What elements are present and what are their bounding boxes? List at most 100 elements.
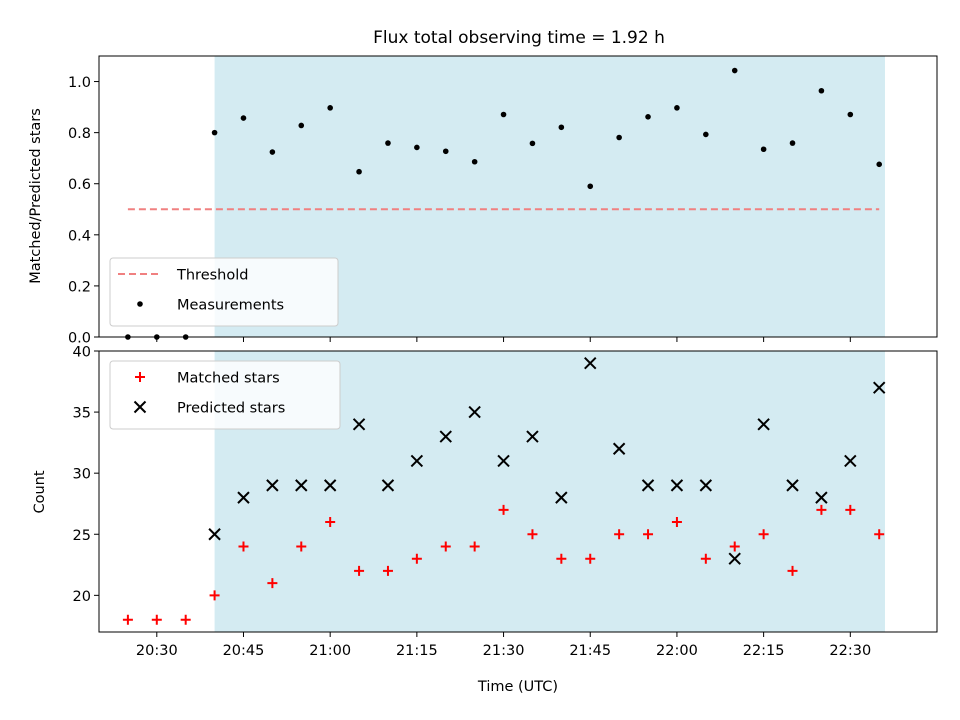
predicted-stars-point bbox=[410, 454, 424, 468]
measurements-point bbox=[645, 113, 651, 120]
matched-stars-point bbox=[643, 529, 654, 540]
legend-entry-label: Predicted stars bbox=[177, 401, 285, 417]
bottom-ytick-label: 35 bbox=[73, 406, 91, 422]
x-axis-label: Time (UTC) bbox=[477, 679, 558, 695]
matched-stars-point bbox=[296, 541, 307, 552]
predicted-stars-point bbox=[844, 454, 857, 468]
predicted-stars-point bbox=[699, 479, 713, 492]
top-legend-box bbox=[109, 257, 339, 327]
predicted-stars-point bbox=[266, 479, 279, 492]
legend-entry-label: Matched stars bbox=[177, 371, 280, 387]
measurements-point bbox=[587, 183, 594, 190]
measurements-point bbox=[211, 129, 218, 136]
top-panel: 0.0 0.2 0.4 0.6 0.8 1.0 Threshold Measurements bbox=[68, 55, 938, 347]
measurements-point bbox=[616, 134, 622, 141]
bottom-legend-box bbox=[109, 360, 341, 430]
legend-matched-swatch bbox=[135, 372, 145, 382]
measurements-point bbox=[500, 111, 507, 118]
top-ytick-label: 0.8 bbox=[68, 126, 91, 142]
legend-predicted-swatch bbox=[133, 400, 147, 414]
xtick-label: 20:30 bbox=[136, 643, 178, 659]
legend-entry-label: Threshold bbox=[176, 268, 248, 284]
predicted-stars-point bbox=[468, 405, 481, 419]
bottom-ytick-label: 30 bbox=[73, 467, 91, 483]
matched-stars-point bbox=[238, 541, 249, 552]
bottom-axes-frame bbox=[98, 350, 938, 633]
top-legend: Threshold Measurements bbox=[109, 257, 339, 327]
measurements-point bbox=[703, 131, 709, 138]
matched-stars-point bbox=[209, 590, 220, 601]
matched-stars-point bbox=[845, 504, 856, 515]
matched-stars-point bbox=[382, 565, 393, 576]
measurements-point bbox=[789, 140, 796, 146]
predicted-stars-point bbox=[757, 418, 770, 431]
measurements-point bbox=[327, 105, 333, 111]
measurements-point bbox=[385, 140, 391, 146]
top-axes-frame bbox=[98, 55, 938, 338]
measurements-point bbox=[818, 87, 825, 94]
top-ytick-label: 0.0 bbox=[68, 331, 91, 347]
predicted-stars-point bbox=[641, 479, 655, 492]
matched-stars-point bbox=[469, 541, 480, 552]
predicted-stars-point bbox=[612, 442, 626, 455]
matched-stars-point bbox=[874, 529, 885, 540]
bottom-legend: Matched stars Predicted stars bbox=[109, 360, 341, 430]
predicted-stars-point bbox=[497, 454, 510, 468]
top-ytick-label: 0.6 bbox=[68, 177, 91, 193]
measurements-point bbox=[760, 146, 767, 153]
matched-stars-point bbox=[816, 504, 827, 515]
matched-stars-point bbox=[267, 578, 278, 589]
measurements-point bbox=[298, 122, 305, 129]
top-ytick-label: 0.2 bbox=[68, 279, 91, 295]
predicted-stars-point bbox=[815, 491, 828, 504]
predicted-stars-point bbox=[323, 479, 337, 492]
bottom-panel-ylabel: Count bbox=[32, 470, 48, 513]
matched-stars-point bbox=[527, 529, 538, 540]
measurements-point bbox=[847, 111, 854, 118]
measurements-point bbox=[442, 148, 449, 155]
predicted-stars-point bbox=[381, 479, 395, 492]
matched-stars-point bbox=[671, 517, 682, 528]
matched-stars-point bbox=[440, 541, 451, 552]
xtick-label: 22:30 bbox=[829, 643, 871, 659]
measurements-point bbox=[876, 161, 883, 168]
matched-stars-point bbox=[556, 553, 567, 564]
predicted-stars-point bbox=[872, 381, 886, 394]
predicted-stars-point bbox=[584, 357, 597, 370]
bottom-ytick-label: 40 bbox=[73, 345, 91, 361]
predicted-stars-point bbox=[555, 491, 568, 504]
measurements-point bbox=[674, 105, 680, 111]
legend-measurements-swatch bbox=[137, 301, 143, 307]
matched-stars-point bbox=[700, 553, 711, 564]
matched-stars-point bbox=[354, 565, 365, 576]
xtick-label: 21:15 bbox=[396, 643, 438, 659]
matched-stars-point bbox=[122, 614, 133, 625]
legend-entry-label: Measurements bbox=[177, 298, 284, 314]
measurements-point bbox=[414, 144, 420, 151]
top-ytick-label: 1.0 bbox=[68, 75, 91, 91]
matched-stars-point bbox=[180, 614, 191, 625]
matched-stars-point bbox=[729, 541, 740, 552]
bottom-panel: 20 25 30 35 40 20:30 20:45 21:00 21:15 21:30 21:45… bbox=[73, 345, 938, 659]
matched-stars-point bbox=[498, 504, 509, 515]
matched-stars-point bbox=[758, 529, 769, 540]
measurements-point bbox=[558, 124, 565, 131]
xtick-label: 21:30 bbox=[483, 643, 525, 659]
measurements-point bbox=[529, 140, 536, 147]
predicted-stars-point bbox=[352, 418, 366, 431]
measurements-point bbox=[731, 67, 738, 74]
xtick-label: 22:15 bbox=[743, 643, 785, 659]
matched-stars-point bbox=[614, 529, 625, 540]
measurements-point bbox=[471, 158, 478, 165]
top-ytick-label: 0.4 bbox=[68, 228, 91, 244]
predicted-stars-point bbox=[295, 479, 308, 492]
top-panel-ylabel: Matched/Predicted stars bbox=[28, 108, 44, 284]
predicted-stars-point bbox=[439, 430, 452, 443]
bottom-ytick-label: 25 bbox=[73, 528, 91, 544]
xtick-label: 20:45 bbox=[223, 643, 265, 659]
matched-stars-point bbox=[787, 565, 798, 576]
predicted-stars-point bbox=[728, 552, 741, 565]
matched-stars-point bbox=[585, 553, 596, 564]
matched-stars-point bbox=[151, 614, 162, 625]
